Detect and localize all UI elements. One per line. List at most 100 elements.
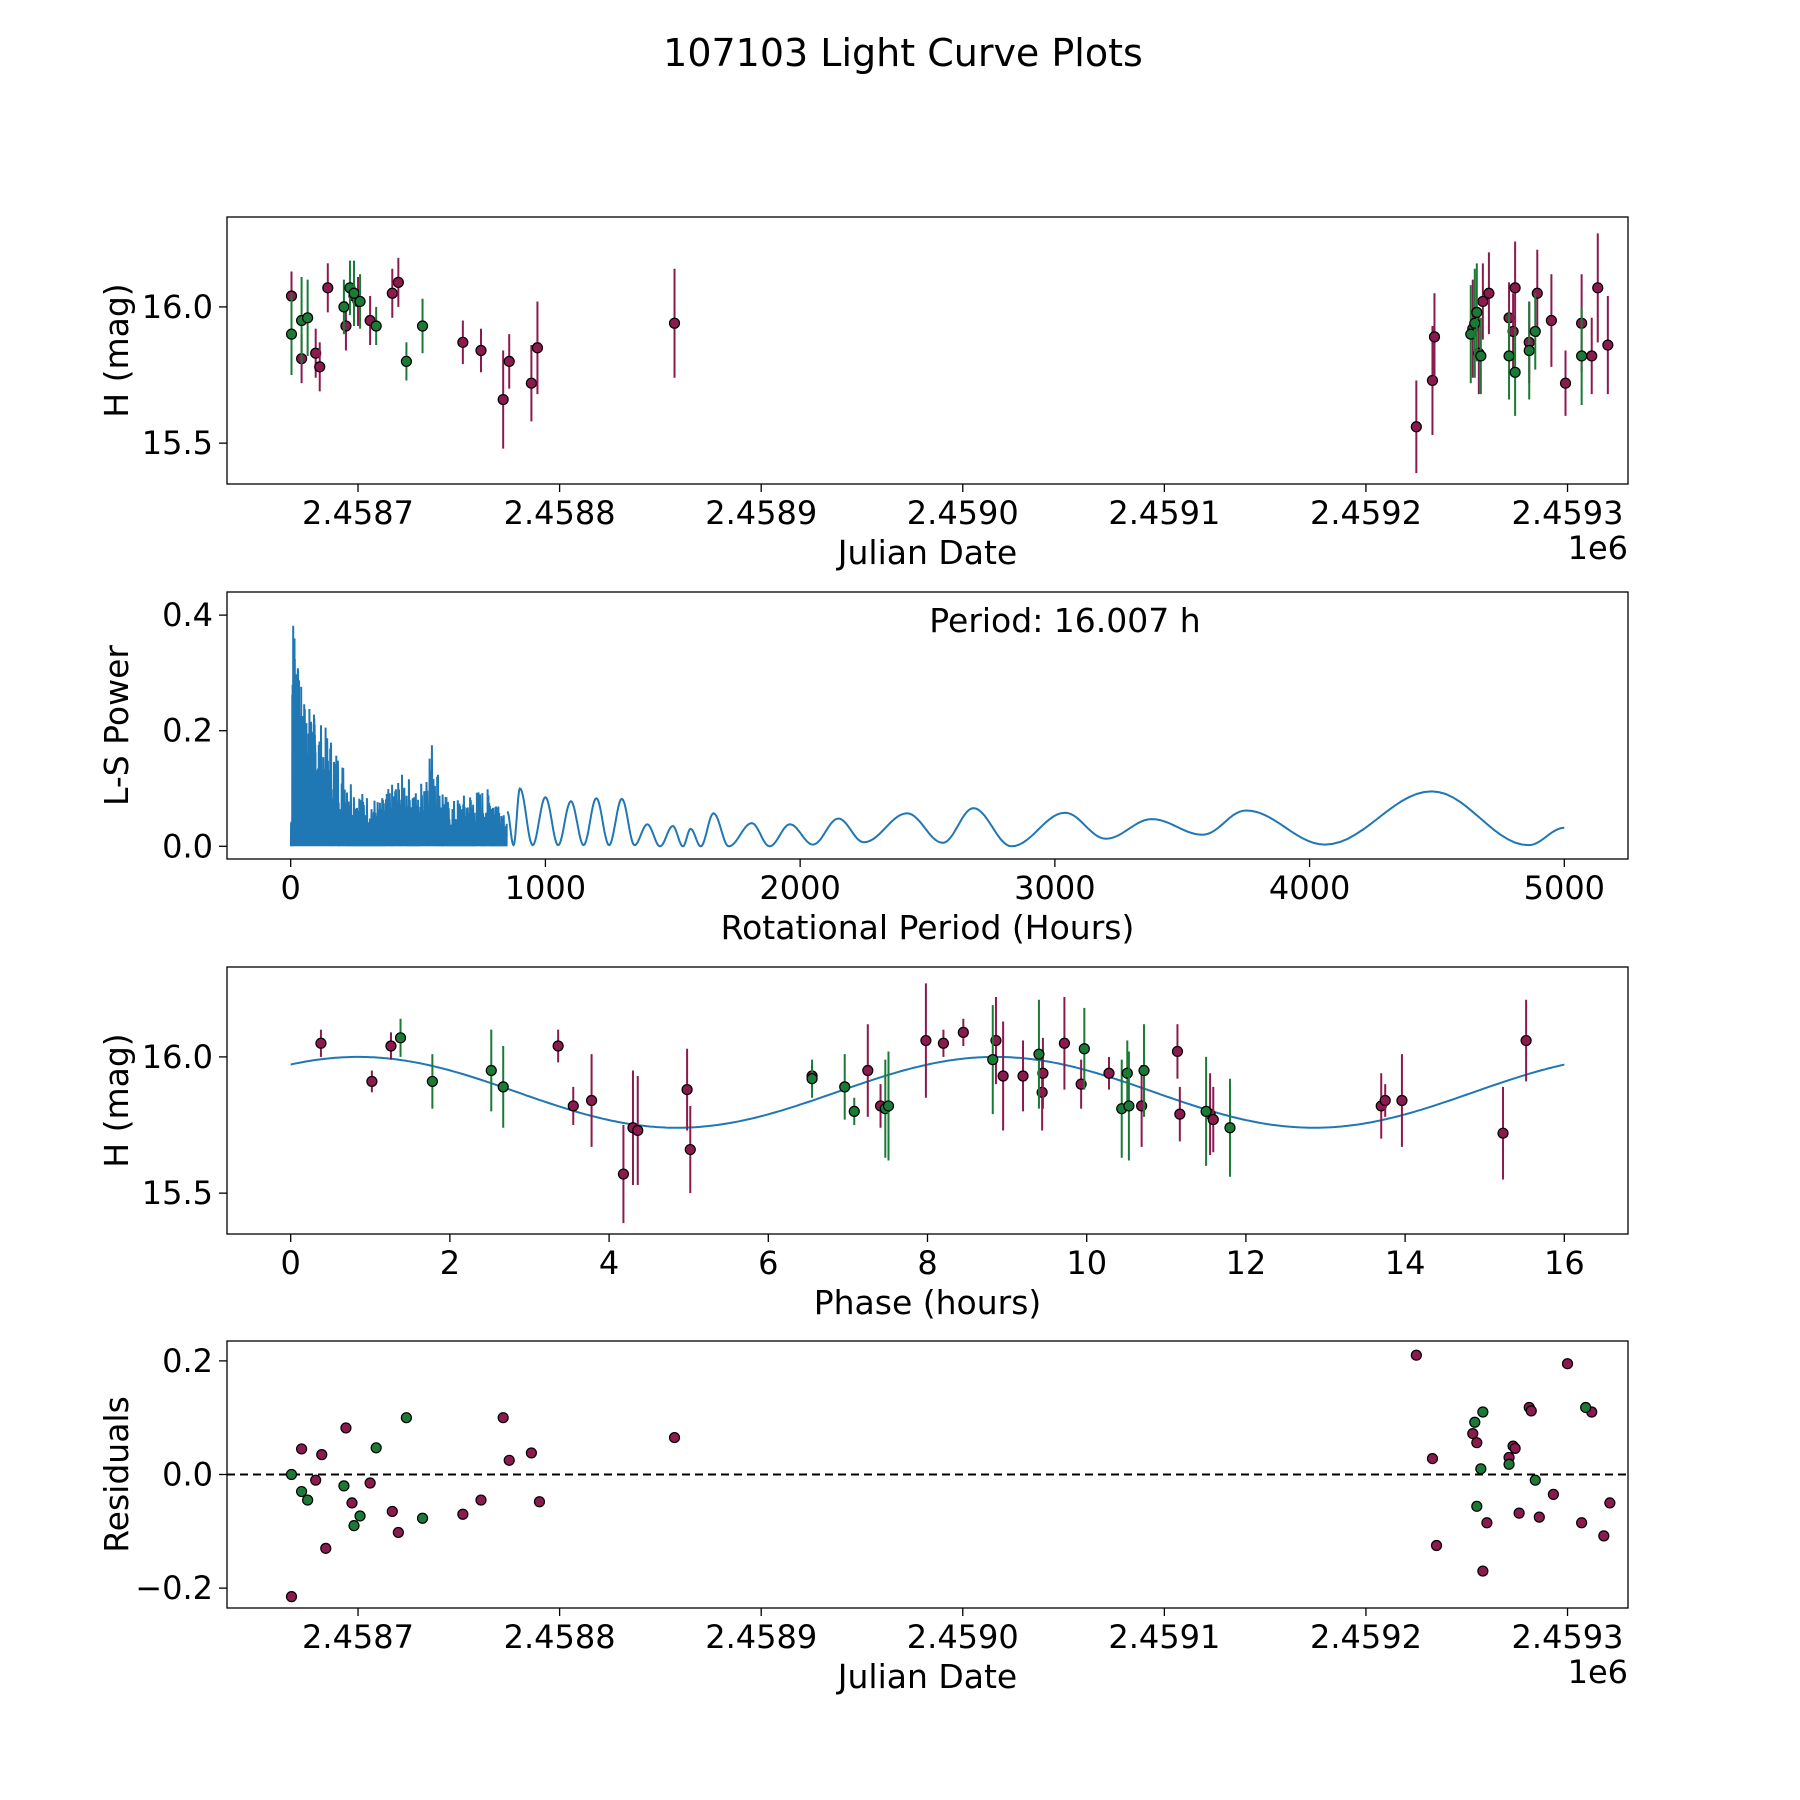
purple-data-point: [617, 1168, 630, 1180]
purple-data-point: [1471, 1437, 1483, 1449]
purple-data-point: [1604, 1497, 1616, 1509]
residuals-panel: 2.4587 2.4588 2.4589 2.4590 2.4591 2.4592 2.45…: [97, 1340, 1629, 1696]
green-data-point: [400, 1412, 413, 1424]
purple-data-point: [285, 1591, 298, 1603]
x-tick-label: 2.4590: [907, 1618, 1019, 1656]
x-tick-label: 2.4591: [1108, 494, 1220, 532]
purple-data-point: [1426, 374, 1439, 387]
green-data-point: [370, 320, 382, 332]
purple-data-point: [668, 1431, 681, 1444]
purple-data-point: [533, 1496, 546, 1508]
green-data-point: [1475, 350, 1487, 362]
green-data-point: [1576, 350, 1588, 362]
purple-data-point: [1483, 287, 1495, 299]
purple-data-point: [315, 1037, 327, 1049]
x-tick-label: 6: [758, 1244, 778, 1282]
x-tick-label: 0: [281, 869, 301, 907]
x-tick-label: 0: [281, 1244, 301, 1282]
green-data-point: [338, 1480, 350, 1492]
purple-data-point: [920, 1034, 932, 1047]
purple-data-point: [497, 1412, 509, 1424]
purple-data-point: [1426, 1452, 1439, 1465]
purple-data-point: [1410, 1349, 1422, 1361]
periodogram-dense-line: [289, 625, 508, 847]
x-tick-label: 2.4589: [705, 1618, 817, 1656]
green-data-point: [400, 355, 413, 367]
green-data-point: [1529, 325, 1541, 338]
purple-data-point: [1103, 1067, 1115, 1079]
purple-data-point: [385, 1040, 397, 1052]
purple-data-point: [957, 1026, 969, 1038]
purple-data-point: [503, 1454, 515, 1466]
periodogram-line: [506, 787, 1565, 848]
purple-data-point: [1592, 282, 1604, 294]
purple-data-point: [366, 1075, 378, 1088]
green-data-point: [354, 1510, 366, 1522]
green-data-point: [1529, 1474, 1541, 1486]
purple-data-point: [295, 1443, 308, 1455]
purple-data-point: [322, 282, 334, 294]
purple-data-point: [1481, 1517, 1493, 1529]
y-tick-label: 15.5: [142, 424, 213, 462]
x-tick-label: 2.4589: [705, 494, 817, 532]
x-tick-label: 2.4587: [302, 1618, 414, 1656]
purple-data-point: [1586, 350, 1598, 362]
x-tick-label: 2.4590: [907, 494, 1019, 532]
purple-data-point: [1396, 1094, 1408, 1107]
green-data-point: [416, 320, 429, 332]
y-tick-label: −0.2: [135, 1569, 213, 1607]
y-axis-label: H (mag): [97, 283, 136, 417]
purple-data-point: [1477, 295, 1489, 308]
purple-data-point: [386, 287, 398, 299]
green-data-point: [302, 312, 314, 324]
green-data-point: [1123, 1100, 1135, 1112]
purple-data-point: [340, 320, 352, 332]
periodogram-panel: 0 1000 2000 3000 4000 5000 0.0 0.2 0.4 Rotational…: [97, 591, 1629, 947]
x-offset-label: 1e6: [1568, 1653, 1628, 1691]
purple-data-point: [1576, 1517, 1588, 1529]
green-data-point: [354, 295, 366, 308]
x-axis-label: Julian Date: [836, 533, 1018, 572]
purple-data-point: [1174, 1108, 1186, 1120]
x-tick-label: 2.4593: [1512, 494, 1624, 532]
x-tick-label: 16: [1544, 1244, 1585, 1282]
green-data-point: [806, 1073, 818, 1085]
x-tick-label: 10: [1066, 1244, 1107, 1282]
x-tick-label: 2.4588: [504, 494, 616, 532]
purple-data-point: [567, 1100, 579, 1112]
x-axis-label: Rotational Period (Hours): [721, 908, 1135, 947]
purple-data-point: [1428, 331, 1441, 343]
x-tick-label: 2.4587: [302, 494, 414, 532]
purple-data-point: [1477, 1565, 1489, 1577]
y-tick-label: 0.0: [162, 827, 213, 865]
y-axis-label: L-S Power: [97, 645, 136, 806]
purple-data-point: [1136, 1100, 1148, 1112]
y-tick-label: 0.4: [162, 596, 213, 634]
green-data-point: [426, 1075, 438, 1088]
green-data-point: [1471, 306, 1483, 318]
purple-data-point: [1037, 1067, 1049, 1079]
purple-data-point: [585, 1094, 598, 1107]
x-tick-label: 2.4593: [1512, 1618, 1624, 1656]
x-tick-label: 8: [917, 1244, 937, 1282]
green-data-point: [1503, 1458, 1515, 1470]
x-tick-label: 3000: [1014, 869, 1095, 907]
green-data-point: [348, 1520, 360, 1532]
x-tick-label: 4: [599, 1244, 619, 1282]
x-tick-label: 1000: [505, 869, 586, 907]
green-data-point: [1078, 1043, 1090, 1055]
purple-data-point: [632, 1124, 644, 1137]
y-tick-label: 15.5: [142, 1174, 213, 1212]
purple-data-point: [1379, 1094, 1391, 1107]
purple-data-point: [681, 1084, 693, 1096]
green-data-point: [416, 1512, 429, 1524]
period-annotation: Period: 16.007 h: [929, 601, 1200, 640]
green-data-point: [1033, 1048, 1045, 1060]
x-tick-label: 4000: [1269, 869, 1350, 907]
x-tick-label: 2.4592: [1310, 1618, 1422, 1656]
purple-data-point: [525, 377, 537, 389]
purple-data-point: [937, 1037, 950, 1049]
purple-data-point: [1520, 1034, 1532, 1047]
purple-data-point: [386, 1505, 398, 1518]
